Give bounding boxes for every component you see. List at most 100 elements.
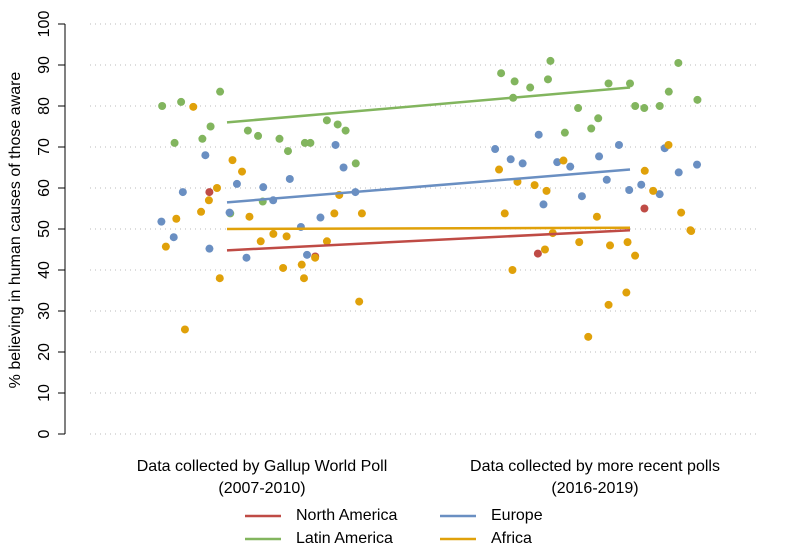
data-point: [351, 159, 360, 168]
data-point: [206, 122, 215, 131]
x-tick-label: (2016-2019): [551, 480, 638, 497]
data-point: [497, 69, 506, 78]
y-tick-label: 60: [36, 179, 53, 197]
data-point: [594, 114, 603, 123]
data-point: [677, 208, 686, 217]
data-point: [242, 253, 251, 262]
data-point: [687, 227, 696, 236]
data-point: [655, 102, 664, 110]
data-point: [161, 242, 170, 251]
data-point: [560, 128, 569, 137]
data-point: [303, 250, 312, 259]
data-point: [674, 168, 683, 177]
data-point: [640, 166, 649, 175]
data-point: [693, 95, 702, 104]
data-point: [355, 297, 364, 306]
data-point: [539, 200, 548, 209]
data-point: [341, 126, 350, 135]
data-point: [664, 87, 673, 96]
y-tick-label: 0: [36, 429, 53, 438]
data-point: [533, 249, 542, 258]
data-point: [283, 147, 292, 156]
data-point: [204, 196, 213, 205]
data-point: [333, 120, 342, 129]
data-point: [606, 241, 615, 250]
data-point: [553, 158, 562, 167]
data-point: [330, 209, 339, 218]
data-point: [577, 192, 586, 201]
data-point: [546, 56, 555, 65]
data-point: [300, 138, 309, 147]
data-point: [602, 175, 611, 184]
data-point: [510, 77, 519, 86]
data-point: [614, 140, 623, 149]
data-point: [526, 83, 535, 92]
data-point: [213, 184, 222, 192]
y-tick-label: 70: [36, 138, 53, 156]
data-point: [316, 213, 325, 222]
data-point: [169, 233, 178, 242]
data-point: [172, 214, 181, 223]
x-tick-label: (2007-2010): [218, 480, 305, 497]
data-point: [339, 163, 348, 172]
y-tick-label: 80: [36, 97, 53, 115]
data-point: [238, 167, 247, 176]
trend-line: [226, 86, 631, 124]
data-point: [232, 179, 241, 188]
data-point: [595, 152, 604, 161]
data-point: [243, 126, 252, 135]
data-point: [604, 79, 613, 88]
data-point: [225, 208, 234, 217]
y-tick-label: 90: [36, 56, 53, 74]
data-point: [357, 209, 366, 218]
data-point: [178, 188, 187, 197]
data-point: [256, 237, 265, 246]
data-point: [322, 116, 331, 125]
data-point: [542, 186, 551, 195]
data-point: [269, 229, 278, 238]
data-point: [604, 300, 613, 309]
y-tick-label: 30: [36, 302, 53, 320]
data-point: [623, 238, 632, 247]
data-point: [566, 162, 575, 171]
data-point: [508, 266, 517, 274]
data-point: [285, 174, 294, 183]
data-point: [622, 288, 631, 297]
data-point: [228, 156, 237, 165]
data-point: [495, 165, 504, 174]
data-point: [158, 102, 167, 110]
data-point: [559, 156, 568, 165]
data-point: [534, 130, 543, 139]
data-point: [540, 245, 549, 254]
data-point: [282, 232, 291, 241]
data-point: [664, 140, 673, 149]
data-point: [205, 244, 214, 253]
data-point: [574, 104, 583, 113]
y-tick-label: 100: [36, 11, 53, 38]
data-point: [311, 253, 320, 262]
data-point: [587, 124, 596, 133]
data-point: [279, 263, 288, 272]
y-tick-label: 40: [36, 261, 53, 279]
data-point: [592, 212, 601, 221]
data-point: [157, 217, 166, 226]
data-point: [180, 325, 189, 334]
data-point: [177, 97, 186, 106]
data-point: [518, 159, 527, 168]
trend-line: [226, 226, 631, 231]
x-tick-label: Data collected by more recent polls: [470, 458, 720, 475]
trend-line: [226, 168, 631, 204]
legend-label: Europe: [491, 507, 543, 524]
y-axis-label: % believing in human causes of those awa…: [7, 72, 24, 389]
data-point: [197, 207, 206, 216]
data-point: [655, 190, 664, 199]
data-point: [215, 274, 224, 283]
trend-line: [226, 228, 631, 252]
data-point: [631, 251, 640, 260]
data-point: [297, 260, 306, 269]
data-point: [543, 75, 552, 84]
data-point: [649, 186, 658, 195]
data-point: [201, 151, 210, 160]
y-tick-label: 20: [36, 343, 53, 361]
